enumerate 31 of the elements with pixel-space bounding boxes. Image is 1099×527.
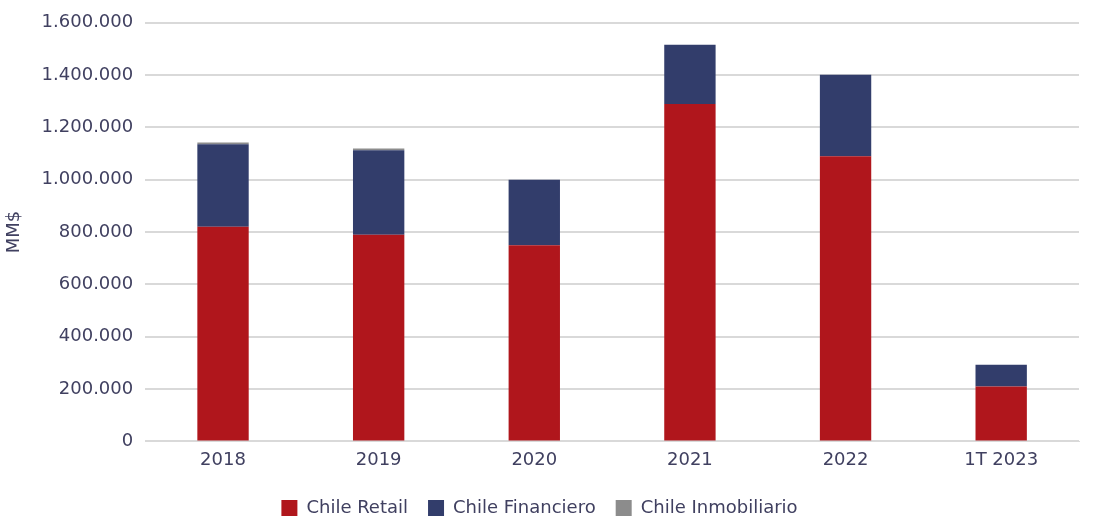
bar [508,245,560,441]
x-tick-label: 1T 2023 [964,447,1039,469]
y-tick-label: 1.000.000 [41,167,134,189]
x-tick-label: 2018 [200,447,246,469]
x-tick-label: 2022 [822,447,869,469]
bar [975,386,1027,441]
bar [197,144,249,227]
y-axis-title: MM$ [2,210,24,254]
legend-label: Chile Financiero [453,495,596,517]
x-tick-label: 2020 [511,447,558,469]
bar [975,364,1027,387]
bar [197,226,249,441]
legend-label: Chile Inmobiliario [640,495,798,517]
bar [352,150,405,235]
bar [664,44,716,104]
bar [819,74,872,157]
bar [508,179,560,246]
y-tick-label: 1.200.000 [41,115,134,137]
legend-label: Chile Retail [306,495,409,517]
y-tick-label: 400.000 [58,324,134,346]
y-tick-label: 600.000 [58,272,134,294]
y-tick-label: 1.400.000 [41,62,134,84]
y-tick-label: 0 [121,429,134,451]
bar [664,103,716,441]
y-tick-label: 1.600.000 [41,10,134,32]
y-tick-label: 200.000 [58,376,134,398]
y-tick-label: 800.000 [58,219,134,241]
x-tick-label: 2021 [667,447,713,469]
bar [819,156,872,441]
x-tick-label: 2019 [355,447,402,469]
bar [352,234,405,441]
